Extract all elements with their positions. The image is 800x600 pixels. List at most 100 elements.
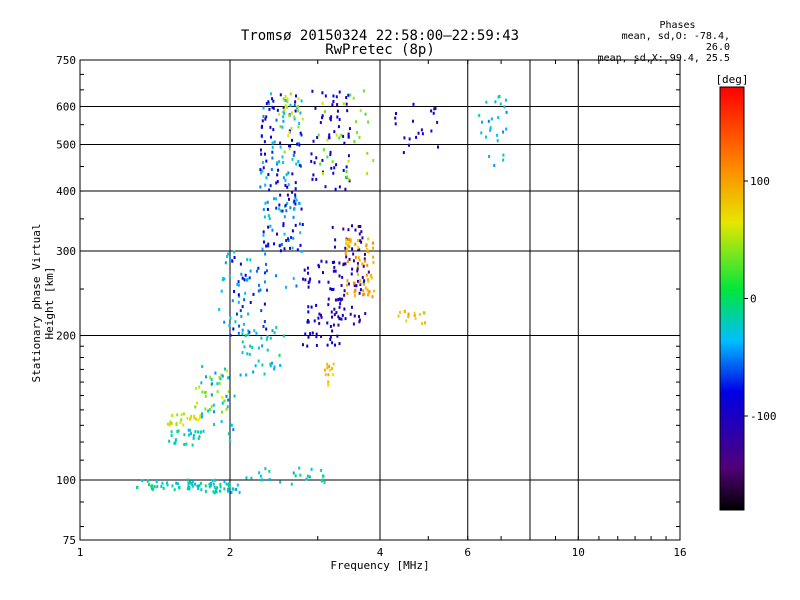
data-point [227, 487, 230, 491]
data-point [286, 185, 289, 189]
data-point [293, 207, 296, 211]
data-point [323, 480, 326, 484]
data-point [204, 391, 207, 395]
data-point [226, 254, 229, 258]
data-point [271, 141, 274, 145]
data-point [487, 119, 490, 123]
data-point [166, 483, 169, 487]
data-point [190, 481, 193, 485]
data-point [312, 139, 315, 143]
data-point [294, 223, 297, 227]
data-point [269, 184, 272, 188]
data-point [279, 249, 282, 253]
data-point [290, 236, 293, 240]
x-tick-label: 2 [227, 546, 234, 559]
data-point [362, 264, 365, 268]
data-point [248, 352, 251, 356]
data-point [283, 247, 286, 251]
data-point [279, 124, 282, 128]
data-point [292, 276, 295, 280]
data-point [260, 478, 263, 482]
data-point [191, 443, 194, 447]
data-point [194, 405, 197, 409]
data-point [223, 277, 226, 281]
data-point [268, 107, 271, 111]
data-point [320, 315, 323, 319]
data-point [345, 242, 348, 246]
data-point [242, 322, 245, 326]
y-tick-label: 750 [56, 54, 76, 67]
data-point [208, 485, 211, 489]
data-point [270, 135, 273, 139]
data-point [307, 310, 310, 314]
data-point [292, 215, 295, 219]
data-point [282, 161, 285, 165]
data-point [168, 439, 171, 443]
data-point [196, 401, 199, 405]
data-point [213, 423, 216, 427]
data-point [271, 97, 274, 101]
data-point [366, 247, 369, 251]
data-point [347, 132, 350, 136]
data-point [367, 120, 370, 124]
data-point [241, 332, 244, 336]
data-point [336, 115, 339, 119]
data-point [353, 294, 356, 298]
data-point [168, 423, 171, 427]
data-point [502, 158, 505, 162]
data-point [359, 239, 362, 243]
data-point [257, 266, 260, 270]
data-point [219, 377, 222, 381]
data-point [228, 258, 231, 262]
data-point [250, 476, 253, 480]
data-point [298, 222, 301, 226]
data-point [279, 363, 282, 367]
data-point [297, 104, 300, 108]
data-point [218, 375, 221, 379]
data-point [361, 262, 364, 266]
data-point [284, 98, 287, 102]
data-point [257, 289, 260, 293]
data-point [294, 195, 297, 199]
data-point [291, 229, 294, 233]
data-point [340, 317, 343, 321]
colorbar-tick-label: 0 [750, 293, 757, 306]
data-point [302, 277, 305, 281]
data-point [503, 105, 506, 109]
data-point [200, 381, 203, 385]
data-point [333, 260, 336, 264]
data-point [233, 289, 236, 293]
data-point [283, 111, 286, 115]
data-point [318, 265, 321, 269]
data-point [290, 126, 293, 130]
data-point [334, 343, 337, 347]
data-point [278, 244, 281, 248]
data-point [407, 315, 410, 319]
data-point [213, 410, 216, 414]
data-point [193, 416, 196, 420]
data-point [262, 166, 265, 170]
data-point [309, 277, 312, 281]
data-point [299, 164, 302, 168]
data-point [348, 257, 351, 261]
data-point [248, 276, 251, 280]
data-point [223, 399, 226, 403]
data-point [286, 105, 289, 109]
data-point [366, 151, 369, 155]
data-point [241, 340, 244, 344]
data-point [272, 197, 275, 201]
data-point [219, 485, 222, 489]
data-point [338, 317, 341, 321]
data-point [283, 108, 286, 112]
data-point [291, 157, 294, 161]
data-point [183, 433, 186, 437]
data-point [265, 269, 268, 273]
data-point [146, 479, 149, 483]
data-point [221, 401, 224, 405]
data-point [194, 386, 197, 390]
data-point [200, 412, 203, 416]
data-point [290, 111, 293, 115]
y-tick-label: 600 [56, 101, 76, 114]
data-point [329, 368, 332, 372]
data-point [331, 160, 334, 164]
